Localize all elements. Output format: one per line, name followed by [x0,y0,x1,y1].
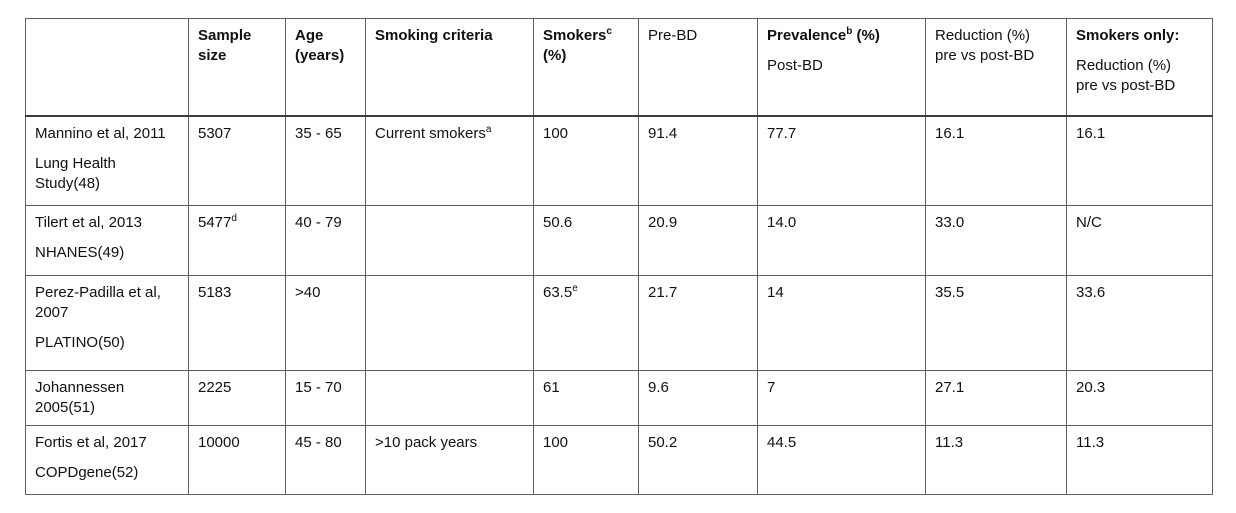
footnote-marker-e: e [572,283,578,294]
cell-age: 35 - 65 [285,115,366,206]
cell-age: >40 [285,275,366,371]
cell-smokers-only-reduction: 20.3 [1066,370,1213,426]
header-row: Sample size Age (years) Smoking criteria… [25,18,1213,117]
cell-age: 15 - 70 [285,370,366,426]
prevalence-studies-table: Sample size Age (years) Smoking criteria… [25,18,1213,495]
cell-study: Tilert et al, 2013 NHANES(49) [25,205,189,276]
cell-reduction: 35.5 [925,275,1067,371]
cell-smokers-pct: 50.6 [533,205,639,276]
cell-study: Johannessen 2005(51) [25,370,189,426]
header-study [25,18,189,117]
header-post-bd: Post-BD [767,57,823,74]
cell-reduction: 33.0 [925,205,1067,276]
cell-reduction: 27.1 [925,370,1067,426]
cell-reduction: 16.1 [925,115,1067,206]
cell-post-bd: 14.0 [757,205,926,276]
cell-smokers-pct: 100 [533,425,639,495]
cell-smoking-criteria: >10 pack years [365,425,534,495]
header-smoking-criteria: Smoking criteria [365,18,534,117]
header-age: Age (years) [285,18,366,117]
cell-post-bd: 14 [757,275,926,371]
header-smokers-pct: Smokersc (%) [533,18,639,117]
cell-sample-size: 2225 [188,370,286,426]
header-smokers-only: Smokers only: Reduction (%) pre vs post-… [1066,18,1213,117]
cell-smoking-criteria [365,205,534,276]
cell-smokers-pct: 61 [533,370,639,426]
cell-study: Mannino et al, 2011 Lung Health Study(48… [25,115,189,206]
cell-post-bd: 77.7 [757,115,926,206]
cell-reduction: 11.3 [925,425,1067,495]
cell-pre-bd: 9.6 [638,370,758,426]
cell-smokers-only-reduction: N/C [1066,205,1213,276]
cell-pre-bd: 91.4 [638,115,758,206]
cell-pre-bd: 21.7 [638,275,758,371]
header-sample-size: Sample size [188,18,286,117]
table-row: Johannessen 2005(51) 2225 15 - 70 61 9.6… [25,370,1213,426]
cell-sample-size: 10000 [188,425,286,495]
table-row: Tilert et al, 2013 NHANES(49) 5477d 40 -… [25,205,1213,276]
footnote-marker-a: a [485,123,492,135]
cell-study: Perez-Padilla et al, 2007 PLATINO(50) [25,275,189,371]
table-row: Mannino et al, 2011 Lung Health Study(48… [25,115,1213,206]
header-smokers-only-label: Smokers only: [1076,27,1180,44]
cell-post-bd: 44.5 [757,425,926,495]
cell-age: 45 - 80 [285,425,366,495]
cell-pre-bd: 50.2 [638,425,758,495]
cell-study: Fortis et al, 2017 COPDgene(52) [25,425,189,495]
cell-smoking-criteria [365,275,534,371]
table-row: Fortis et al, 2017 COPDgene(52) 10000 45… [25,425,1213,495]
cell-smokers-only-reduction: 33.6 [1066,275,1213,371]
footnote-marker-c: c [606,26,612,37]
header-prevalence-line1: Prevalenceb (%) [767,26,880,45]
cell-smokers-only-reduction: 11.3 [1066,425,1213,495]
header-smokers-line1: Smokersc [543,26,612,45]
cell-smoking-criteria: Current smokersa [365,115,534,206]
cell-sample-size: 5183 [188,275,286,371]
header-pre-bd: Pre-BD [638,18,758,117]
header-prevalence: Prevalenceb (%) Post-BD [757,18,926,117]
cell-smoking-criteria [365,370,534,426]
header-smokers-only-reduction: Reduction (%) pre vs post-BD [1076,57,1176,94]
cell-sample-size: 5307 [188,115,286,206]
cell-age: 40 - 79 [285,205,366,276]
header-smokers-line2: (%) [543,47,567,64]
cell-smokers-pct: 100 [533,115,639,206]
cell-pre-bd: 20.9 [638,205,758,276]
cell-smokers-only-reduction: 16.1 [1066,115,1213,206]
cell-smokers-pct: 63.5e [533,275,639,371]
header-reduction: Reduction (%) pre vs post-BD [925,18,1067,117]
table-row: Perez-Padilla et al, 2007 PLATINO(50) 51… [25,275,1213,371]
footnote-marker-b: b [846,26,853,37]
footnote-marker-d: d [231,213,237,224]
cell-post-bd: 7 [757,370,926,426]
cell-sample-size: 5477d [188,205,286,276]
